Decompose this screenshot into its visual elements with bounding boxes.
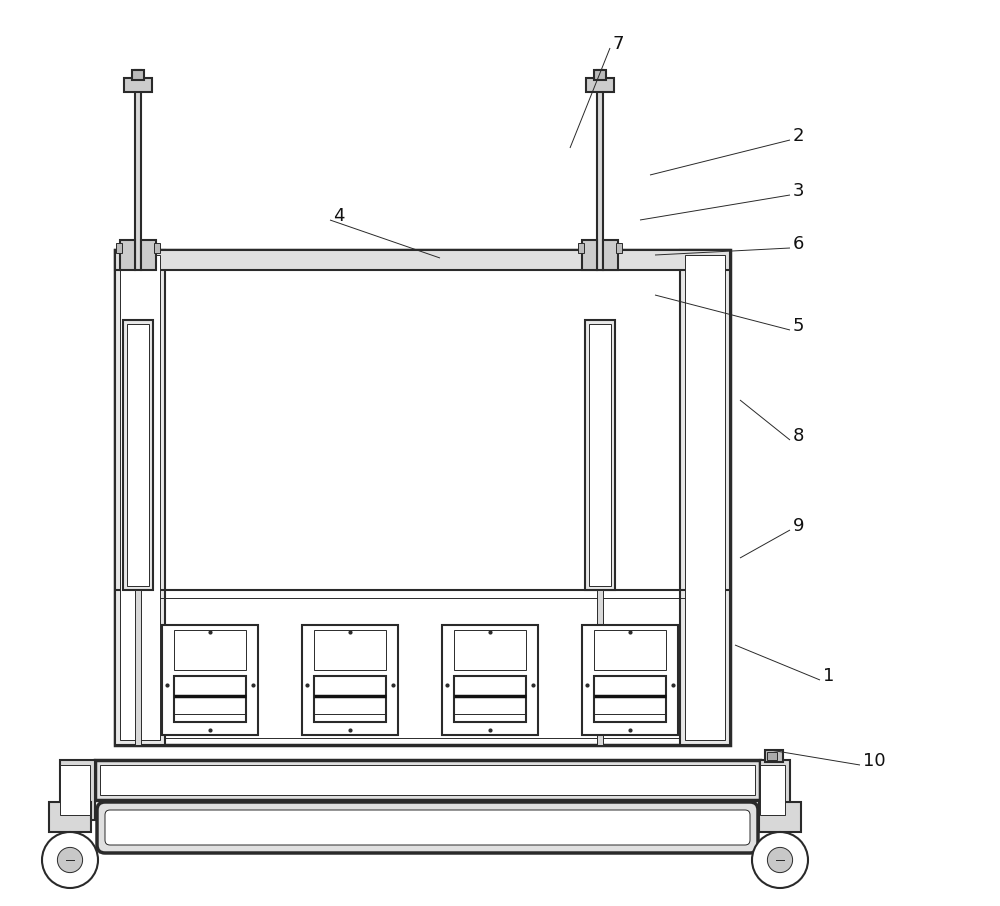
Bar (135, 70, 141, 270)
Text: 9: 9 (793, 517, 804, 535)
Bar (123, 320, 153, 590)
FancyBboxPatch shape (97, 802, 758, 853)
Bar (582, 625, 678, 735)
Bar (760, 765, 785, 815)
Bar (454, 676, 526, 722)
Bar (616, 243, 622, 253)
Text: 7: 7 (613, 35, 624, 53)
Bar (115, 250, 165, 745)
Bar (585, 320, 615, 590)
Bar (174, 676, 246, 722)
Bar (127, 324, 149, 586)
Bar (49, 802, 91, 832)
Bar (760, 760, 790, 820)
Bar (765, 750, 783, 762)
Bar (162, 625, 258, 735)
Text: 8: 8 (793, 427, 804, 445)
Text: 2: 2 (793, 127, 804, 145)
Bar (124, 78, 152, 92)
Circle shape (57, 847, 83, 872)
Bar (60, 760, 95, 820)
Bar (680, 250, 730, 745)
Bar (589, 324, 611, 586)
Bar (302, 625, 398, 735)
Bar (603, 240, 618, 270)
Bar (174, 630, 246, 670)
Bar (586, 78, 614, 92)
Bar (141, 240, 156, 270)
Bar (154, 243, 160, 253)
Circle shape (752, 832, 808, 888)
Text: 6: 6 (793, 235, 804, 253)
Text: 5: 5 (793, 317, 804, 335)
Circle shape (42, 832, 98, 888)
Bar (597, 590, 603, 745)
Bar (100, 765, 755, 795)
Bar (454, 630, 526, 670)
Bar (135, 590, 141, 745)
Bar (122, 257, 723, 738)
Bar (115, 250, 730, 270)
Bar (594, 676, 666, 722)
Text: 3: 3 (793, 182, 804, 200)
Bar (759, 802, 801, 832)
Bar (120, 240, 135, 270)
Bar (578, 243, 584, 253)
Bar (685, 255, 725, 740)
Circle shape (767, 847, 793, 872)
Bar (132, 70, 144, 80)
Bar (116, 243, 122, 253)
Bar (767, 752, 777, 760)
Bar (60, 765, 90, 815)
Bar (115, 250, 730, 745)
Bar (594, 630, 666, 670)
FancyBboxPatch shape (105, 810, 750, 845)
Bar (120, 255, 160, 740)
Bar (582, 240, 597, 270)
Text: 4: 4 (333, 207, 344, 225)
Text: 10: 10 (863, 752, 886, 770)
Bar (597, 70, 603, 270)
Text: 1: 1 (823, 667, 834, 685)
Bar (442, 625, 538, 735)
Bar (314, 630, 386, 670)
Bar (314, 676, 386, 722)
Bar (594, 70, 606, 80)
Bar (95, 760, 760, 800)
